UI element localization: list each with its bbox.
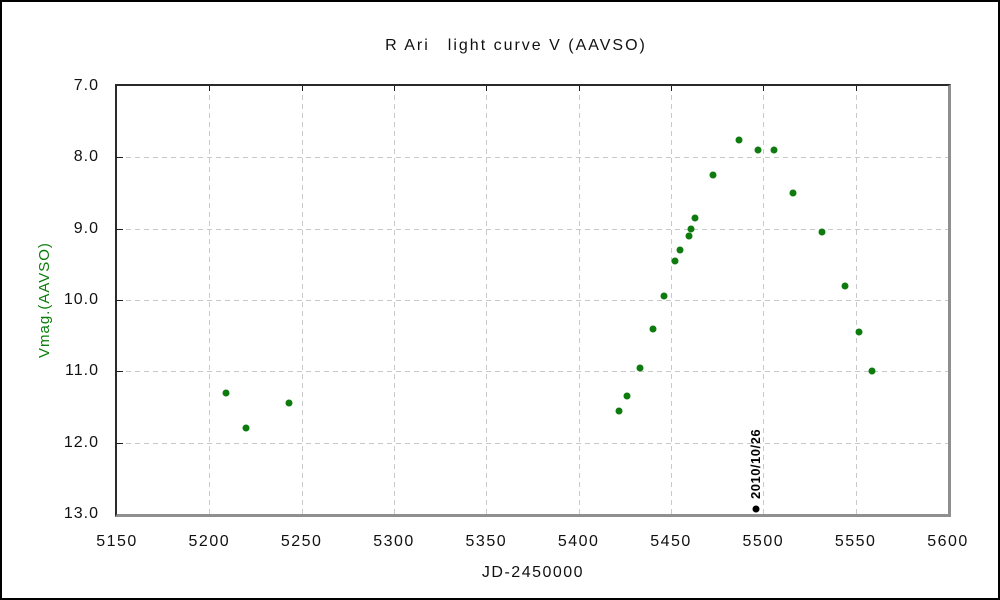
x-tick-label: 5150 <box>96 533 138 550</box>
gridline-horizontal <box>117 228 948 230</box>
x-axis-tick-mark <box>486 86 488 91</box>
data-point <box>789 189 797 197</box>
x-tick-label: 5250 <box>280 533 323 550</box>
data-point <box>841 282 849 290</box>
x-tick-label: 5300 <box>373 533 415 550</box>
data-point <box>660 292 668 300</box>
gridline-horizontal <box>117 442 948 444</box>
data-point <box>770 146 778 154</box>
x-axis-tick-mark <box>855 86 857 91</box>
data-point <box>285 399 293 407</box>
gridline-horizontal <box>117 300 948 301</box>
x-axis-tick-mark <box>209 86 211 91</box>
annotation-marker-dot <box>752 505 760 513</box>
chart-title: R Ari light curve V (AAVSO) <box>385 37 647 54</box>
y-tick-label: 12.0 <box>63 433 99 451</box>
y-axis-tick-mark <box>117 442 123 444</box>
y-axis-tick-mark <box>117 228 123 230</box>
data-point <box>691 214 699 222</box>
gridline-horizontal <box>117 157 948 159</box>
data-point <box>623 392 631 400</box>
plot-area: 2010/10/26 5150 5200 5250 5300 5350 5400 5450 5… <box>64 77 967 550</box>
data-point <box>636 364 644 372</box>
data-point <box>818 228 826 236</box>
y-tick-label: 11.0 <box>65 362 99 380</box>
x-axis-tick-mark <box>578 86 580 91</box>
data-point <box>687 225 695 233</box>
y-tick-label: 10.0 <box>63 291 99 308</box>
x-tick-label: 5600 <box>927 533 969 550</box>
x-tick-label: 5350 <box>465 533 508 550</box>
data-point <box>709 171 717 179</box>
x-axis-tick-mark <box>671 86 672 91</box>
y-tick-label: 7.0 <box>73 77 99 94</box>
data-point <box>754 146 762 154</box>
gridline-horizontal <box>117 371 948 373</box>
x-axis-title: JD-2450000 <box>481 564 585 581</box>
y-axis-tick-mark <box>117 157 123 159</box>
y-tick-label: 8.0 <box>73 148 99 166</box>
x-tick-label: 5200 <box>188 533 231 550</box>
x-tick-label: 5500 <box>742 533 785 550</box>
x-axis-tick-mark <box>394 86 395 91</box>
y-axis-tick-mark <box>117 300 123 301</box>
data-point <box>676 246 684 254</box>
data-point <box>222 389 230 397</box>
data-point <box>615 407 623 415</box>
annotation-date-label: 2010/10/26 <box>747 428 763 499</box>
x-tick-label: 5400 <box>557 533 600 550</box>
x-tick-label: 5450 <box>650 533 692 550</box>
plot-grid-layer: 2010/10/26 5150 5200 5250 5300 5350 5400 5450 5… <box>64 77 967 550</box>
data-point <box>868 367 876 375</box>
x-axis-tick-mark <box>763 86 765 91</box>
data-point <box>685 232 693 240</box>
data-point <box>735 136 743 143</box>
x-axis-tick-mark <box>301 86 303 91</box>
x-tick-label: 5550 <box>834 533 877 550</box>
data-point <box>649 325 657 333</box>
y-tick-label: 9.0 <box>73 219 99 237</box>
data-point <box>855 328 863 336</box>
y-tick-label: 13.0 <box>63 505 99 522</box>
data-point <box>671 257 679 265</box>
data-point <box>242 424 250 432</box>
y-axis-tick-mark <box>117 371 123 373</box>
